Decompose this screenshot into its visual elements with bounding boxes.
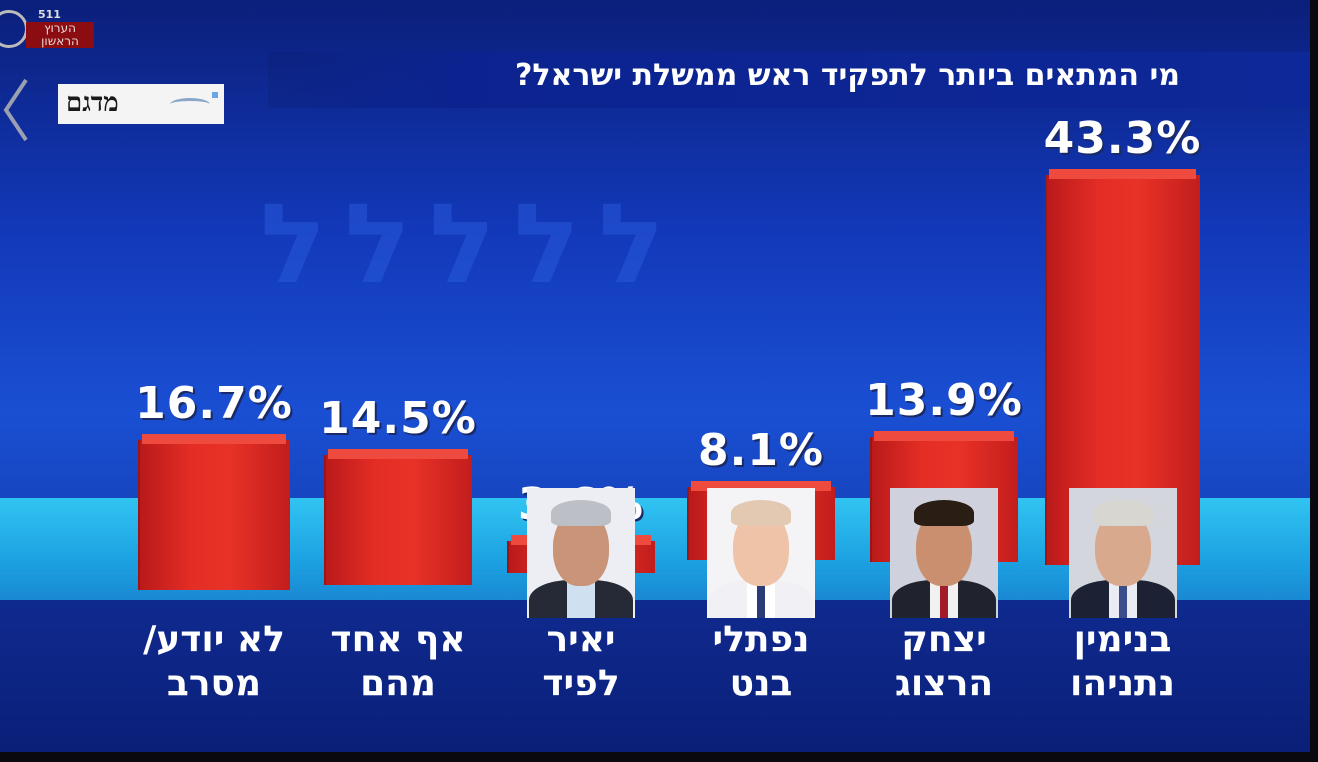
category-label-line: לא יודע/ (143, 619, 285, 660)
portrait-tie (757, 584, 765, 618)
portrait-hair (551, 500, 611, 526)
category-label-line: הרצוג (894, 663, 994, 704)
pollster-logo-text: מדגם (66, 88, 119, 118)
category-label: בנימין נתניהו (1025, 618, 1220, 706)
chart-title: מי המתאים ביותר לתפקיד ראש ממשלת ישראל? (515, 58, 1180, 93)
portrait-hair (914, 500, 974, 526)
portrait-tie (940, 584, 948, 618)
value-label: 13.9% (865, 374, 1023, 426)
portrait-tie (1118, 584, 1127, 618)
portrait-lapid (527, 488, 635, 618)
bar-cap (142, 433, 286, 444)
bar-5 (324, 454, 472, 585)
value-label: 14.5% (319, 392, 477, 444)
channel-name-line2: הראשון (41, 34, 79, 48)
category-label-line: נפתלי (712, 619, 810, 660)
background-watermark: ללללל (260, 180, 683, 308)
portrait-bennett (707, 488, 815, 618)
bar-cap (691, 481, 831, 492)
category-label-line: בנימין (1073, 619, 1172, 660)
channel-name: הערוץ הראשון (26, 22, 94, 48)
channel-bug: 511 הערוץ הראשון (0, 6, 100, 56)
category-label: אף אחד מהם (304, 618, 492, 706)
bar-cap (1049, 169, 1196, 180)
category-label-line: אף אחד (330, 619, 466, 660)
category-label: נפתלי בנט (667, 618, 855, 706)
chevron-left-icon (3, 78, 28, 142)
bar-cap (874, 430, 1014, 441)
category-label: יאיר לפיד (487, 618, 675, 706)
category-label-line: יאיר (546, 619, 616, 660)
category-label-line: בנט (729, 663, 793, 704)
bezel-right (1310, 0, 1318, 762)
portrait-hair (731, 500, 791, 526)
category-label-line: מהם (360, 663, 436, 704)
bezel-bottom (0, 752, 1318, 762)
category-label-line: לפיד (542, 663, 620, 704)
label-band (0, 600, 1310, 752)
channel-number: 511 (38, 8, 61, 21)
value-label: 8.1% (697, 425, 825, 477)
title-bar (268, 52, 1310, 108)
bar-cap (328, 448, 468, 459)
pollster-logo: מדגם (58, 84, 224, 124)
category-label: יצחק הרצוג (850, 618, 1038, 706)
category-label-line: יצחק (901, 619, 987, 660)
value-label: 16.7% (135, 377, 293, 429)
portrait-herzog (890, 488, 998, 618)
portrait-tie (577, 584, 585, 618)
logo-dot-icon (212, 92, 218, 98)
portrait-netanyahu (1068, 488, 1177, 618)
category-label-line: מסרב (166, 663, 262, 704)
channel-logo-icon (0, 10, 28, 48)
bar-6 (138, 439, 290, 590)
category-label-line: נתניהו (1070, 663, 1175, 704)
portrait-hair (1092, 500, 1153, 526)
swoosh-icon (170, 98, 210, 111)
channel-name-line1: הערוץ (44, 21, 76, 35)
value-label: 43.3% (1043, 113, 1202, 165)
category-label: לא יודע/מסרב (118, 618, 310, 706)
